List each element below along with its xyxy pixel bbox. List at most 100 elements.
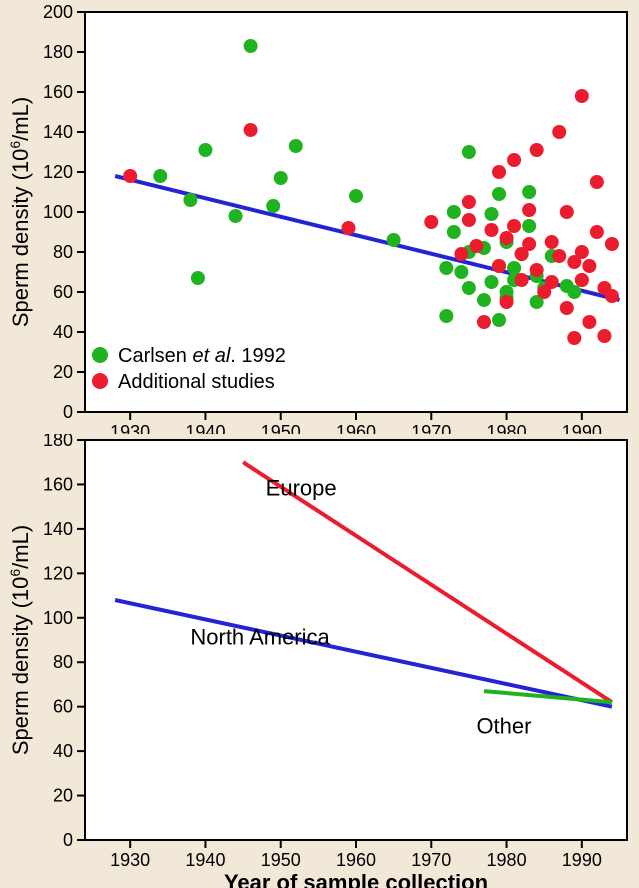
data-point bbox=[605, 289, 619, 303]
data-point bbox=[575, 273, 589, 287]
data-point bbox=[575, 89, 589, 103]
data-point bbox=[492, 313, 506, 327]
legend-marker-carlsen bbox=[92, 347, 108, 363]
x-axis-title: Year of sample collection bbox=[224, 870, 488, 888]
data-point bbox=[582, 315, 596, 329]
legend-label-carlsen: Carlsen et al. 1992 bbox=[118, 345, 286, 367]
data-point bbox=[507, 219, 521, 233]
data-point bbox=[191, 271, 205, 285]
data-point bbox=[266, 199, 280, 213]
data-point bbox=[605, 237, 619, 251]
data-point bbox=[447, 205, 461, 219]
data-point bbox=[485, 207, 499, 221]
data-point bbox=[462, 213, 476, 227]
y-tick-label: 120 bbox=[43, 162, 73, 182]
data-point bbox=[439, 261, 453, 275]
data-point bbox=[590, 225, 604, 239]
data-point bbox=[349, 189, 363, 203]
y-tick-label: 180 bbox=[43, 42, 73, 62]
top-x-ticks: 1930 1940 1950 1960 1970 1980 1990 bbox=[110, 412, 602, 434]
y-tick-label: 140 bbox=[43, 122, 73, 142]
y-tick-label: 180 bbox=[43, 434, 73, 450]
legend-label-additional: Additional studies bbox=[118, 371, 275, 393]
data-point bbox=[424, 215, 438, 229]
data-point bbox=[522, 185, 536, 199]
x-tick-label: 1940 bbox=[185, 850, 225, 870]
data-point bbox=[522, 237, 536, 251]
data-point bbox=[492, 165, 506, 179]
data-point bbox=[244, 39, 258, 53]
data-point bbox=[492, 187, 506, 201]
bottom-plot-area bbox=[85, 440, 627, 840]
data-point bbox=[522, 203, 536, 217]
bottom-x-ticks: 1930194019501960197019801990 bbox=[110, 840, 602, 870]
bottom-y-ticks: 020406080100120140160180 bbox=[43, 434, 85, 850]
figure-page: 1930 1940 1950 1960 1970 1980 1990 0 20 40 60 80 10… bbox=[0, 0, 639, 888]
data-point bbox=[477, 315, 491, 329]
data-point bbox=[545, 235, 559, 249]
line-label-other: Other bbox=[476, 713, 531, 738]
top-chart: 1930194019501960197019801990 02040608010… bbox=[0, 0, 639, 434]
data-point bbox=[567, 285, 581, 299]
y-tick-label: 100 bbox=[43, 608, 73, 628]
data-point bbox=[229, 209, 243, 223]
y-tick-label: 200 bbox=[43, 2, 73, 22]
line-label-north_america: North America bbox=[190, 624, 330, 649]
data-point bbox=[507, 153, 521, 167]
data-point bbox=[183, 193, 197, 207]
data-point bbox=[560, 205, 574, 219]
data-point bbox=[567, 331, 581, 345]
data-point bbox=[454, 265, 468, 279]
x-tick-label: 1950 bbox=[261, 422, 301, 434]
data-point bbox=[123, 169, 137, 183]
legend-marker-additional bbox=[92, 373, 108, 389]
data-point bbox=[439, 309, 453, 323]
x-tick-label: 1970 bbox=[411, 422, 451, 434]
top-y-ticks: 020406080100120140160180200 bbox=[43, 2, 85, 422]
x-tick-label: 1930 bbox=[110, 422, 150, 434]
data-point bbox=[552, 125, 566, 139]
data-point bbox=[469, 239, 483, 253]
data-point bbox=[462, 281, 476, 295]
y-tick-label: 160 bbox=[43, 82, 73, 102]
x-tick-label: 1960 bbox=[336, 422, 376, 434]
data-point bbox=[530, 263, 544, 277]
data-point bbox=[590, 175, 604, 189]
data-point bbox=[575, 245, 589, 259]
data-point bbox=[462, 195, 476, 209]
data-point bbox=[244, 123, 258, 137]
data-point bbox=[341, 221, 355, 235]
bottom-chart: 1930194019501960197019801990 02040608010… bbox=[0, 434, 639, 888]
data-point bbox=[597, 329, 611, 343]
y-tick-label: 20 bbox=[53, 362, 73, 382]
x-tick-label: 1970 bbox=[411, 850, 451, 870]
data-point bbox=[515, 273, 529, 287]
x-tick-label: 1940 bbox=[185, 422, 225, 434]
line-label-europe: Europe bbox=[266, 476, 337, 501]
y-tick-label: 140 bbox=[43, 519, 73, 539]
y-tick-label: 120 bbox=[43, 563, 73, 583]
data-point bbox=[462, 145, 476, 159]
data-point bbox=[552, 249, 566, 263]
data-point bbox=[500, 231, 514, 245]
data-point bbox=[447, 225, 461, 239]
data-point bbox=[582, 259, 596, 273]
x-tick-label: 1980 bbox=[487, 422, 527, 434]
data-point bbox=[485, 275, 499, 289]
y-tick-label: 60 bbox=[53, 697, 73, 717]
y-tick-label: 40 bbox=[53, 322, 73, 342]
y-tick-label: 80 bbox=[53, 242, 73, 262]
top-y-axis-title: Sperm density (106/mL) bbox=[7, 97, 33, 327]
data-point bbox=[485, 223, 499, 237]
x-tick-label: 1990 bbox=[562, 850, 602, 870]
y-tick-label: 0 bbox=[63, 402, 73, 422]
data-point bbox=[454, 247, 468, 261]
data-point bbox=[560, 301, 574, 315]
data-point bbox=[507, 261, 521, 275]
x-tick-label: 1990 bbox=[562, 422, 602, 434]
data-point bbox=[500, 295, 514, 309]
data-point bbox=[274, 171, 288, 185]
y-tick-label: 40 bbox=[53, 741, 73, 761]
x-tick-label: 1980 bbox=[487, 850, 527, 870]
y-tick-label: 80 bbox=[53, 652, 73, 672]
